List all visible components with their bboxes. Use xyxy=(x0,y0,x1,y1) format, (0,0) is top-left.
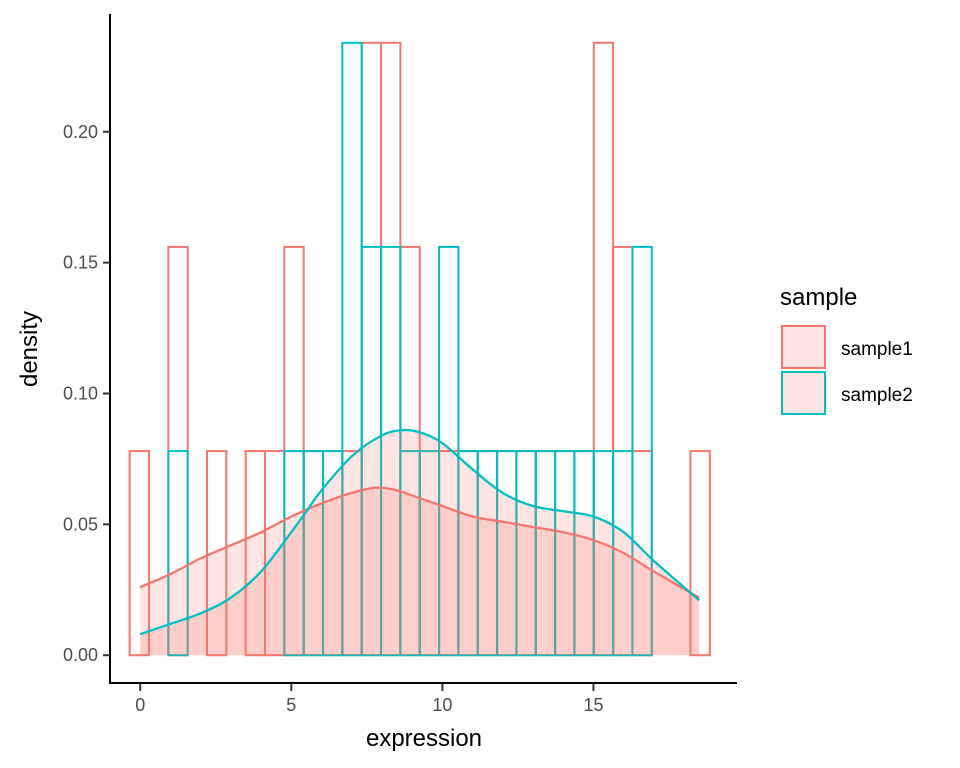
legend-swatch-sample1 xyxy=(781,325,826,369)
x-axis-ticks: 0 5 10 15 xyxy=(135,684,603,715)
x-tick-label: 5 xyxy=(286,695,296,715)
y-tick-label: 0.15 xyxy=(63,253,98,273)
legend-label-sample1: sample1 xyxy=(841,339,913,360)
legend-key-sample1: sample1 xyxy=(781,325,913,369)
hist-bar-sample2-26 xyxy=(631,245,653,657)
y-axis-title: density xyxy=(16,311,43,387)
x-tick-label: 0 xyxy=(135,695,145,715)
y-tick-label: 0.20 xyxy=(63,122,98,142)
y-axis-ticks: 0.00 0.05 0.10 0.15 0.20 xyxy=(63,122,110,665)
plot-panel xyxy=(128,41,711,657)
density-area-sample1 xyxy=(140,487,700,656)
legend-label-sample2: sample2 xyxy=(841,385,913,406)
x-tick-label: 15 xyxy=(583,695,603,715)
hist-bar-sample2-2 xyxy=(167,450,189,657)
y-tick-label: 0.05 xyxy=(63,514,98,534)
x-axis-title: expression xyxy=(366,725,482,752)
legend-key-sample2: sample2 xyxy=(781,371,913,415)
density-area-sample2 xyxy=(140,430,700,656)
x-tick-label: 10 xyxy=(432,695,452,715)
y-tick-label: 0.00 xyxy=(63,645,98,665)
legend: sample sample1 sample2 xyxy=(780,284,913,415)
y-tick-label: 0.10 xyxy=(63,383,98,403)
hist-bar-sample1-4 xyxy=(206,450,228,657)
legend-swatch-sample2 xyxy=(781,371,826,415)
legend-title: sample xyxy=(780,284,857,311)
histogram-bars xyxy=(128,41,711,657)
density-curves xyxy=(139,428,700,656)
hist-bar-sample1-0 xyxy=(128,450,150,657)
hist-bar-sample1-29 xyxy=(689,450,711,657)
density-line-sample2 xyxy=(139,428,700,636)
density-line-sample1 xyxy=(139,486,700,599)
axes: 0 5 10 15 0.00 0.05 0.10 0.15 0.20 expression d… xyxy=(16,14,737,752)
